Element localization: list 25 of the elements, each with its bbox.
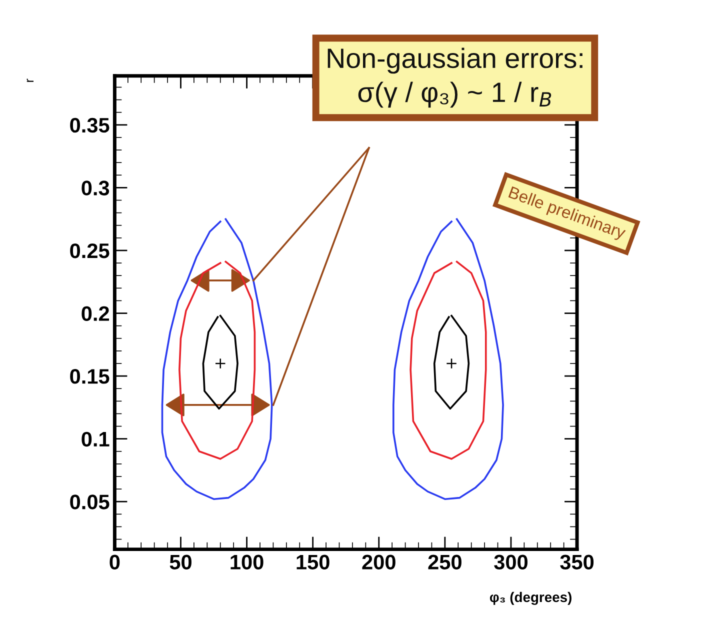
line-series (392, 218, 504, 500)
x-tick-label: 300 (494, 554, 528, 570)
y-tick-label: 0.1 (82, 432, 110, 447)
line-series (433, 314, 470, 410)
line-series (202, 314, 238, 410)
x-tick-label: 150 (296, 554, 330, 570)
y-tick-label: 0.2 (82, 306, 110, 321)
y-tick-label: 0.25 (70, 243, 110, 258)
x-tick-label: 50 (170, 554, 192, 570)
line-series (410, 260, 487, 460)
x-tick-label: 250 (428, 554, 462, 570)
y-tick-label: 0.3 (82, 180, 110, 196)
text: Non-gaussian errors: (328, 48, 582, 74)
y-tick-label: 0.15 (70, 369, 110, 384)
annotation: σ(γ / φ₃) ~ 1 / r$_{B}$ (358, 82, 552, 108)
y-axis-title: r (26, 78, 34, 82)
x-tick-label: 350 (560, 554, 594, 570)
x-tick-label: 200 (362, 554, 396, 570)
line-series (178, 260, 256, 460)
y-tick-label: 0.35 (70, 118, 110, 133)
x-tick-label: 0 (110, 554, 120, 570)
x-tick-label: 100 (230, 554, 264, 570)
x-axis-title: φ₃ (degrees) (490, 592, 572, 605)
line-series (161, 218, 273, 500)
y-tick-label: 0.05 (70, 494, 110, 510)
